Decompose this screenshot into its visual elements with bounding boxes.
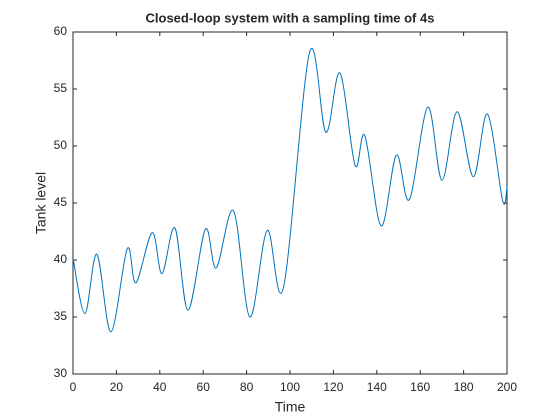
y-tick-label: 30 [54,366,68,380]
x-tick-label: 0 [70,380,77,394]
y-tick-label: 45 [54,195,68,209]
x-tick-label: 100 [280,380,300,394]
x-tick-label: 20 [110,380,124,394]
chart-title: Closed-loop system with a sampling time … [146,10,435,25]
x-tick-label: 60 [197,380,211,394]
x-tick-label: 140 [367,380,387,394]
data-line [72,48,508,333]
y-tick-label: 60 [54,24,68,38]
x-tick-label: 180 [454,380,474,394]
x-tick-label: 120 [323,380,343,394]
y-tick-label: 35 [54,309,68,323]
x-tick-label: 200 [497,380,517,394]
y-axis-label: Tank level [33,172,49,234]
y-tick-label: 50 [54,138,68,152]
x-tick-label: 80 [240,380,254,394]
plot-box [72,31,508,375]
x-tick-label: 160 [410,380,430,394]
y-tick-label: 40 [54,252,68,266]
y-tick-label: 55 [54,81,68,95]
x-tick-label: 40 [153,380,167,394]
x-axis-label: Time [275,399,306,415]
